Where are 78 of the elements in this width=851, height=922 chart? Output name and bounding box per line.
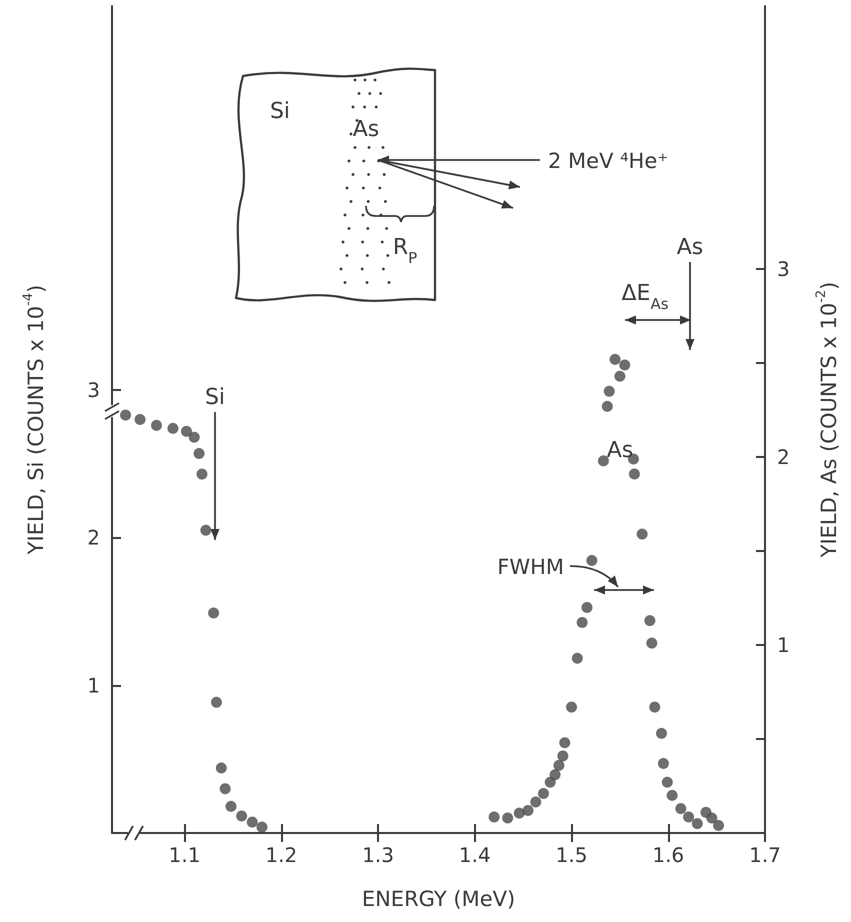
y-axis-title: YIELD, Si (COUNTS x 10-4): [21, 284, 48, 556]
point: [167, 422, 178, 434]
point: [208, 607, 220, 618]
point: [582, 602, 592, 613]
point: [602, 400, 613, 412]
point: [151, 420, 162, 431]
point: [662, 776, 673, 788]
y-tick-label: 2: [87, 526, 100, 550]
annotation: 2 MeV ⁴He⁺: [548, 149, 668, 173]
y2-tick-label: 2: [777, 445, 790, 470]
point: [134, 414, 146, 425]
point: [610, 354, 621, 365]
point: [514, 808, 525, 819]
y2-tick-label: 3: [777, 257, 790, 282]
annotation: Si: [204, 385, 226, 410]
point: [692, 818, 703, 830]
annotation: As: [352, 117, 380, 142]
y2-tick-label: 1: [777, 633, 790, 658]
point: [200, 524, 212, 536]
annotation: FWHM: [497, 555, 564, 579]
annotation: Si: [270, 99, 290, 124]
y2-axis-title: YIELD, As (COUNTS x 10-2): [814, 282, 841, 558]
x-tick-label: 1.1: [168, 843, 200, 867]
point: [194, 448, 205, 459]
point: [576, 616, 588, 628]
point: [713, 820, 724, 831]
point: [604, 386, 615, 397]
point: [666, 790, 678, 801]
point: [675, 803, 686, 814]
point: [656, 728, 667, 739]
x-tick-label: 1.5: [556, 843, 588, 867]
point: [196, 468, 208, 480]
point: [658, 758, 669, 769]
point: [188, 432, 200, 443]
point: [683, 812, 694, 823]
point: [706, 812, 718, 824]
point: [236, 810, 248, 822]
point: [488, 812, 500, 823]
point: [553, 760, 564, 771]
x-axis-title: ENERGY (MeV): [362, 887, 516, 911]
x-tick-label: 1.6: [652, 843, 684, 867]
point: [550, 769, 561, 780]
x-tick-label: 1.4: [458, 843, 491, 867]
point: [628, 468, 640, 480]
point: [120, 410, 132, 421]
point: [644, 615, 656, 626]
point: [572, 652, 583, 664]
point: [181, 426, 192, 437]
point: [557, 750, 568, 762]
x-tick-label: 1.2: [265, 843, 298, 867]
point: [649, 702, 660, 713]
point: [530, 796, 542, 808]
annotation: As: [676, 235, 704, 260]
point: [544, 776, 556, 788]
x-tick-label: 1.3: [362, 843, 394, 867]
y-tick-label: 1: [87, 673, 100, 698]
point: [619, 359, 630, 370]
point: [246, 816, 258, 828]
point: [636, 528, 648, 540]
annotation: R$_{P}$: [392, 235, 418, 267]
point: [256, 822, 268, 833]
point: [646, 638, 658, 649]
annotation: As: [606, 438, 634, 463]
point: [598, 455, 609, 466]
annotation: ΔE$_{As}$: [621, 281, 669, 313]
point: [226, 800, 236, 812]
point: [210, 696, 222, 708]
point: [216, 762, 227, 774]
point: [614, 370, 626, 382]
point: [220, 783, 231, 794]
point: [522, 804, 534, 816]
point: [586, 554, 598, 566]
y-tick-label: 3: [87, 378, 100, 402]
point: [502, 812, 514, 824]
point: [559, 737, 570, 748]
point: [566, 702, 578, 713]
x-tick-label: 1.7: [749, 843, 781, 867]
point: [538, 788, 549, 800]
